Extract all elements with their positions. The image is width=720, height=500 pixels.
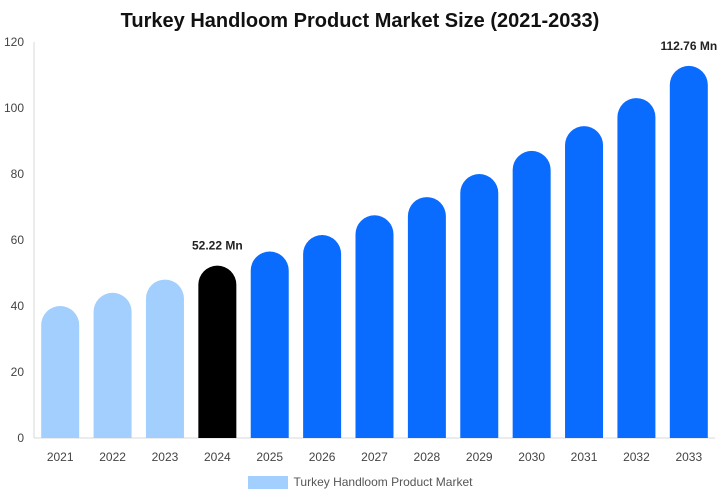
bar bbox=[565, 126, 604, 438]
x-tick-label: 2028 bbox=[414, 450, 441, 464]
bar bbox=[145, 279, 184, 438]
bar bbox=[303, 235, 342, 438]
x-tick-label: 2021 bbox=[47, 450, 74, 464]
bar bbox=[617, 98, 656, 438]
x-tick-label: 2023 bbox=[152, 450, 179, 464]
x-tick-label: 2027 bbox=[361, 450, 388, 464]
bar bbox=[93, 292, 132, 438]
chart-title: Turkey Handloom Product Market Size (202… bbox=[120, 10, 600, 32]
data-label: 52.22 Mn bbox=[192, 239, 243, 253]
bar bbox=[250, 251, 289, 438]
x-tick-label: 2032 bbox=[623, 450, 650, 464]
bar bbox=[41, 306, 80, 438]
bar bbox=[460, 174, 499, 438]
x-tick-label: 2025 bbox=[256, 450, 283, 464]
y-tick-label: 60 bbox=[11, 233, 25, 247]
x-tick-label: 2029 bbox=[466, 450, 493, 464]
bar bbox=[669, 65, 708, 438]
y-tick-label: 40 bbox=[11, 299, 25, 313]
bar bbox=[198, 265, 237, 438]
y-tick-label: 120 bbox=[4, 35, 24, 49]
x-tick-label: 2030 bbox=[518, 450, 545, 464]
y-tick-label: 80 bbox=[11, 167, 25, 181]
bar bbox=[512, 150, 551, 438]
legend-label: Turkey Handloom Product Market bbox=[293, 475, 473, 489]
x-tick-label: 2031 bbox=[571, 450, 598, 464]
legend: Turkey Handloom Product Market bbox=[0, 475, 720, 489]
bar bbox=[355, 215, 394, 438]
bar-chart: 0 20 40 60 80 100 120 2021 2022 2023 2024 2025 2026 2… bbox=[4, 35, 717, 464]
y-tick-label: 0 bbox=[17, 431, 24, 445]
data-label: 112.76 Mn bbox=[660, 39, 717, 53]
bar bbox=[407, 197, 446, 438]
x-tick-label: 2033 bbox=[675, 450, 702, 464]
legend-swatch bbox=[247, 475, 288, 489]
y-tick-label: 20 bbox=[11, 365, 25, 379]
x-tick-label: 2022 bbox=[99, 450, 126, 464]
x-tick-label: 2024 bbox=[204, 450, 231, 464]
x-tick-label: 2026 bbox=[309, 450, 336, 464]
y-tick-label: 100 bbox=[4, 101, 24, 115]
